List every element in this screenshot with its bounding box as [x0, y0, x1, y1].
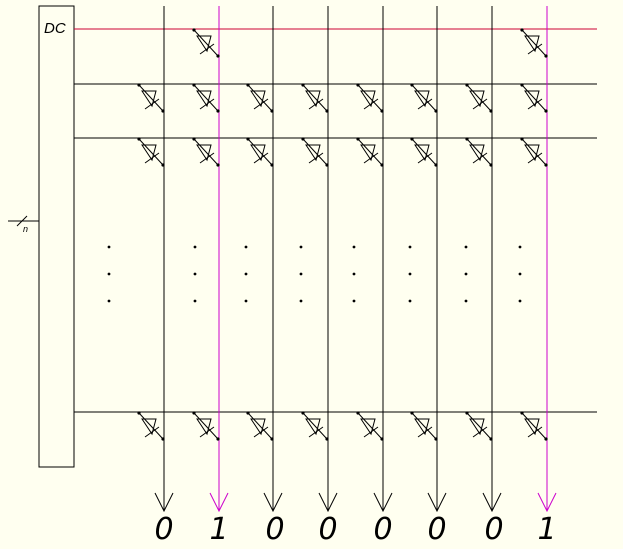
ellipsis-dot	[408, 245, 412, 249]
ellipsis-dot	[244, 299, 248, 303]
ellipsis-dot	[518, 245, 522, 249]
diode	[356, 411, 384, 441]
diode	[246, 83, 274, 113]
ellipsis-dot	[193, 272, 197, 276]
output-bit-label: 0	[373, 512, 393, 547]
diode	[520, 137, 548, 167]
output-arrow	[154, 492, 174, 513]
ellipsis-dot	[299, 245, 303, 249]
output-bit-label: 1	[537, 512, 557, 547]
ellipsis-dot	[408, 272, 412, 276]
ellipsis-dot	[193, 245, 197, 249]
ellipsis-dot	[352, 245, 356, 249]
ellipsis-dot	[518, 272, 522, 276]
diode	[301, 411, 329, 441]
diode	[246, 137, 274, 167]
ellipsis-dot	[107, 299, 111, 303]
decoder-block	[38, 5, 75, 468]
ellipsis-dot	[299, 272, 303, 276]
diode	[410, 83, 438, 113]
ellipsis-dot	[352, 272, 356, 276]
ellipsis-dot	[193, 299, 197, 303]
output-bit-label: 1	[209, 512, 229, 547]
diode	[520, 83, 548, 113]
diode	[356, 137, 384, 167]
bus-width-label: n	[23, 224, 29, 234]
ellipsis-dot	[107, 272, 111, 276]
output-bit-label: 0	[484, 512, 504, 547]
ellipsis-dot	[244, 272, 248, 276]
ellipsis-dot	[299, 299, 303, 303]
output-arrow	[482, 492, 502, 513]
ellipsis-dot	[464, 272, 468, 276]
diode	[137, 83, 165, 113]
diode	[301, 137, 329, 167]
ellipsis-dot	[244, 245, 248, 249]
ellipsis-dot	[408, 299, 412, 303]
output-bit-label: 0	[265, 512, 285, 547]
ellipsis-dot	[352, 299, 356, 303]
diode	[520, 411, 548, 441]
diode	[520, 28, 548, 58]
bus-width-slash	[16, 215, 28, 227]
diode	[410, 411, 438, 441]
output-bit-label: 0	[318, 512, 338, 547]
diode	[192, 28, 220, 58]
diode	[465, 411, 493, 441]
decoder-label: DC	[44, 20, 66, 37]
ellipsis-dot	[107, 245, 111, 249]
output-bit-label: 0	[154, 512, 174, 547]
diode	[192, 83, 220, 113]
diode	[356, 83, 384, 113]
output-bit-label: 0	[427, 512, 447, 547]
ellipsis-dot	[518, 299, 522, 303]
diode	[465, 83, 493, 113]
diode	[137, 411, 165, 441]
output-arrow	[427, 492, 447, 513]
output-arrow	[263, 492, 283, 513]
diode	[192, 411, 220, 441]
ellipsis-dot	[464, 299, 468, 303]
ellipsis-dot	[464, 245, 468, 249]
diode	[137, 137, 165, 167]
output-arrow	[318, 492, 338, 513]
output-arrow	[373, 492, 393, 513]
diode	[246, 411, 274, 441]
diode	[301, 83, 329, 113]
output-arrow	[209, 492, 229, 513]
diode	[192, 137, 220, 167]
diode	[465, 137, 493, 167]
output-arrow	[537, 492, 557, 513]
diode	[410, 137, 438, 167]
